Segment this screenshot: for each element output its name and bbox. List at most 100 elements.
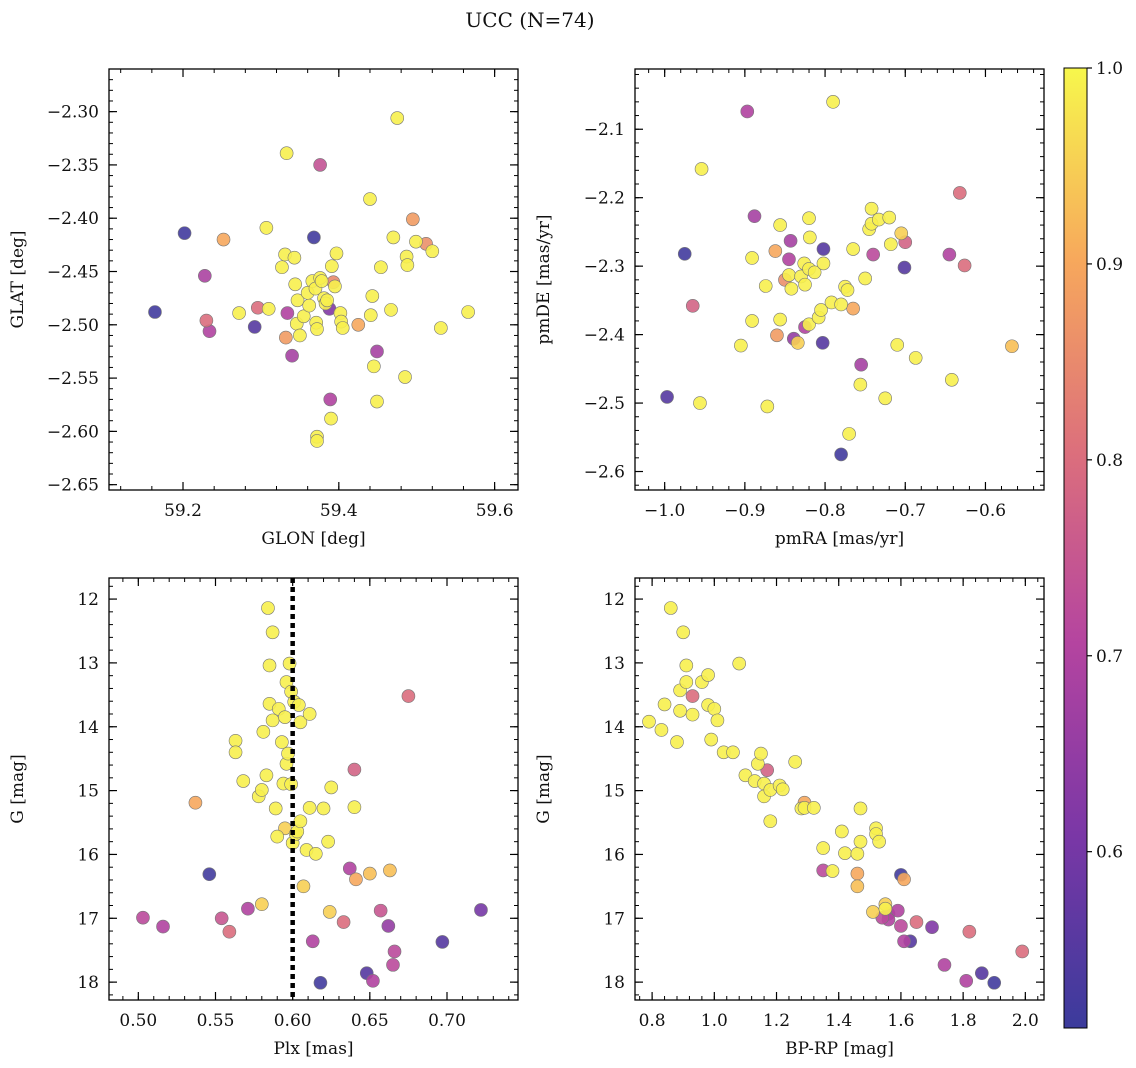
- data-point: [740, 104, 755, 119]
- y-tick-label: −2.3: [584, 257, 625, 277]
- data-point: [894, 919, 908, 933]
- x-tick-label: 0.60: [274, 1011, 312, 1031]
- data-point: [685, 689, 700, 703]
- scatter-points: [136, 601, 488, 990]
- data-point: [987, 975, 1002, 990]
- data-point: [290, 293, 305, 308]
- data-point: [323, 392, 338, 407]
- data-point: [216, 232, 231, 247]
- colorbar-tick-label: 1.0: [1096, 59, 1123, 79]
- data-point: [816, 841, 830, 855]
- x-tick-label: −0.9: [724, 501, 765, 521]
- data-point: [814, 303, 828, 317]
- data-point: [316, 801, 331, 816]
- data-point: [890, 338, 905, 352]
- data-point: [807, 265, 822, 280]
- data-point: [897, 872, 911, 887]
- scatter-points: [148, 111, 475, 448]
- data-point: [657, 697, 672, 712]
- data-point: [679, 658, 694, 673]
- data-point: [342, 861, 357, 876]
- data-point: [280, 306, 295, 320]
- data-point: [365, 289, 380, 303]
- data-point: [288, 277, 302, 292]
- y-tick-label: −2.60: [47, 422, 99, 442]
- y-tick-label: −2.6: [584, 463, 625, 483]
- data-point: [754, 746, 768, 761]
- data-point: [732, 656, 746, 671]
- data-point: [734, 338, 748, 353]
- y-axis-label: G [mag]: [534, 754, 554, 823]
- x-tick-label: 59.4: [320, 501, 358, 521]
- x-tick-label: 0.8: [639, 1011, 666, 1031]
- data-point: [685, 299, 700, 313]
- data-point: [247, 320, 262, 334]
- data-point: [384, 303, 398, 317]
- data-point: [296, 309, 311, 324]
- data-point: [302, 801, 317, 815]
- data-point: [188, 795, 203, 810]
- data-point: [370, 344, 384, 359]
- axes-frame: [634, 577, 1045, 1001]
- data-point: [474, 903, 488, 917]
- y-tick-label: −2.5: [584, 394, 625, 414]
- data-point: [773, 312, 787, 327]
- axes-frame: [634, 68, 1045, 491]
- data-point: [259, 768, 274, 783]
- data-point: [293, 328, 307, 343]
- data-point: [347, 762, 362, 777]
- data-point: [707, 702, 722, 716]
- data-point: [398, 370, 412, 384]
- data-point: [654, 723, 669, 737]
- data-point: [952, 186, 967, 200]
- data-point: [788, 755, 802, 769]
- data-point: [760, 399, 775, 414]
- y-tick-label: −2.45: [47, 263, 99, 283]
- data-point: [401, 689, 416, 703]
- data-point: [835, 824, 849, 839]
- data-point: [136, 910, 150, 925]
- data-point: [387, 944, 402, 959]
- data-point: [834, 297, 848, 312]
- x-axis-label: pmRA [mas/yr]: [775, 529, 904, 549]
- data-point: [846, 301, 860, 316]
- data-point: [816, 242, 831, 256]
- data-point: [944, 372, 959, 387]
- data-point: [270, 829, 285, 844]
- data-point: [202, 867, 217, 882]
- data-point: [366, 974, 380, 988]
- data-point: [962, 924, 977, 939]
- data-point: [745, 251, 759, 265]
- data-point: [310, 322, 324, 336]
- data-point: [840, 283, 855, 297]
- data-point: [850, 847, 865, 861]
- y-tick-label: 14: [603, 718, 625, 738]
- data-point: [265, 625, 280, 640]
- data-point: [320, 293, 334, 308]
- data-point: [278, 710, 292, 724]
- data-point: [386, 230, 401, 245]
- y-tick-label: 13: [77, 654, 99, 674]
- data-point: [850, 879, 865, 894]
- y-tick-label: 18: [603, 973, 625, 993]
- data-point: [815, 336, 830, 350]
- data-point: [760, 763, 774, 777]
- data-point: [199, 313, 214, 328]
- data-point: [322, 905, 337, 919]
- data-point: [313, 975, 328, 990]
- data-point: [816, 256, 831, 271]
- data-point: [279, 330, 293, 345]
- axes-frame: [108, 68, 519, 491]
- x-tick-label: 1.6: [887, 1011, 914, 1031]
- data-point: [677, 247, 692, 261]
- y-axis-label: GLAT [deg]: [8, 230, 28, 328]
- data-point: [335, 321, 350, 335]
- data-point: [853, 377, 868, 392]
- data-point: [726, 745, 740, 760]
- y-tick-label: 12: [77, 590, 99, 610]
- x-axis-label: Plx [mas]: [273, 1039, 353, 1059]
- colorbar-ticks: 0.6 0.7 0.8 0.9 1.0: [1087, 59, 1123, 863]
- axes-frame: [108, 577, 519, 1001]
- data-point: [957, 258, 972, 273]
- data-point: [177, 226, 192, 240]
